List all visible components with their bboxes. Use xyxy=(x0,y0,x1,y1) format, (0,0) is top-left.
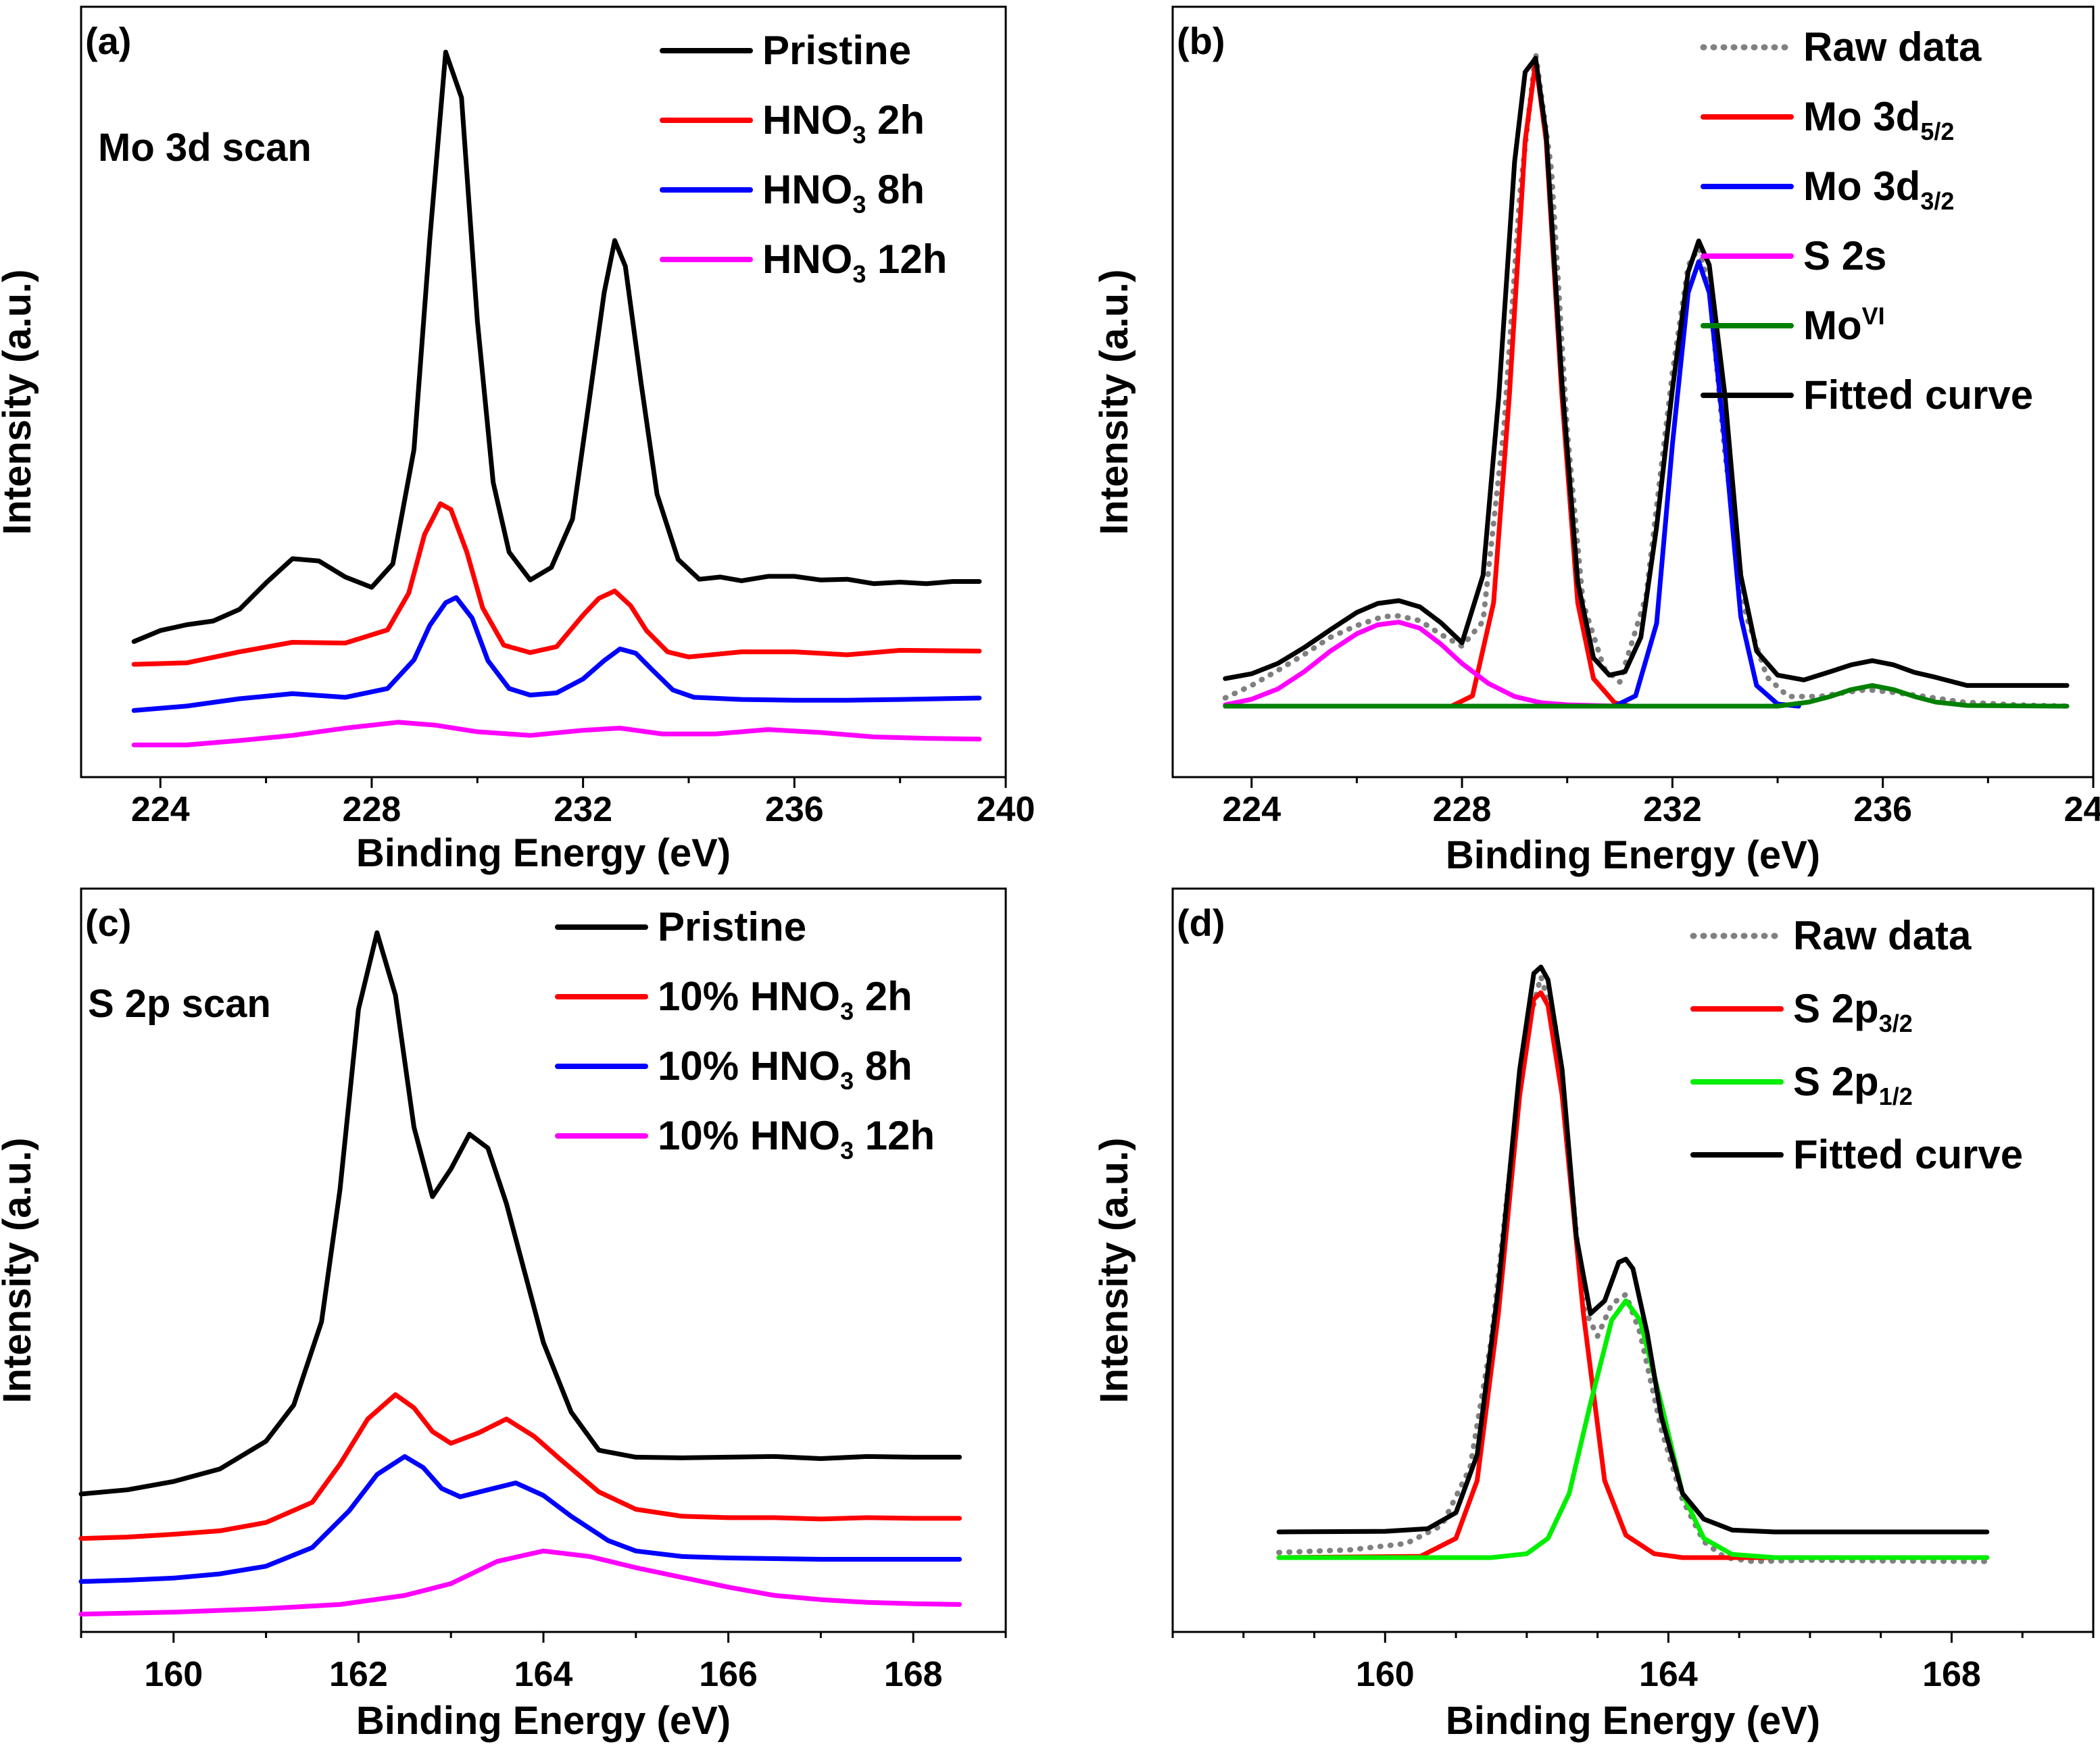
panel-label: (b) xyxy=(1177,20,1225,62)
x-tick-label: 224 xyxy=(1222,790,1281,829)
y-axis-label: Intensity (a.u.) xyxy=(0,1137,39,1403)
legend: Pristine HNO3 2h HNO3 8h HNO3 12h xyxy=(660,28,947,288)
panel-label: (a) xyxy=(85,20,131,62)
x-tick-label: 232 xyxy=(554,790,612,829)
x-tick-label: 162 xyxy=(329,1655,388,1694)
series-line-s-2s xyxy=(1223,620,1622,709)
x-tick-label: 164 xyxy=(514,1655,573,1694)
x-tick-label: 236 xyxy=(765,790,824,829)
legend: Raw data S 2p3/2 S 2p1/2 Fitted curve xyxy=(1690,913,2023,1177)
series-line-movi xyxy=(1223,683,2070,709)
panel-label: (c) xyxy=(85,901,131,944)
legend-label: HNO3 8h xyxy=(762,167,925,218)
series-line-s-2p1-2 xyxy=(1276,1298,1990,1560)
legend-label: S 2p3/2 xyxy=(1793,986,1913,1037)
legend-label: HNO3 2h xyxy=(762,97,925,149)
plot-frame xyxy=(80,5,1007,778)
legend-label: 10% HNO3 2h xyxy=(658,974,912,1025)
panel-c: 160 162 164 166 168 Binding Energy (eV) Intens… xyxy=(0,887,1007,1743)
series-line-pristine xyxy=(78,930,962,1497)
x-tick-label: 236 xyxy=(1853,790,1912,829)
x-axis-label: Binding Energy (eV) xyxy=(356,1699,731,1743)
series-line-s-2p3-2 xyxy=(1276,990,1990,1560)
series-line-fitted-curve xyxy=(1276,964,1990,1535)
x-tick-label: 240 xyxy=(977,790,1035,829)
legend-label: Raw data xyxy=(1803,24,1982,70)
legend-label: Fitted curve xyxy=(1803,372,2033,418)
x-tick-label: 160 xyxy=(144,1655,203,1694)
x-tick-label: 168 xyxy=(1922,1655,1981,1694)
x-tick-label: 166 xyxy=(699,1655,758,1694)
series-line-pristine xyxy=(131,49,982,644)
legend-label: S 2s xyxy=(1803,233,1886,278)
x-tick-label: 168 xyxy=(884,1655,943,1694)
y-axis-label: Intensity (a.u.) xyxy=(1092,1137,1136,1403)
plot-frame xyxy=(1171,887,2095,1633)
legend-label: Mo 3d3/2 xyxy=(1803,164,1954,215)
panel-d: 160 164 168 Binding Energy (eV) Intensity (a… xyxy=(1092,887,2095,1743)
x-tick-label: 232 xyxy=(1643,790,1702,829)
series-line-hno3-2h xyxy=(131,501,982,667)
legend-label: Raw data xyxy=(1793,913,1972,958)
series-line-mo-3d5-2 xyxy=(1449,59,1633,709)
legend-label: MoVI xyxy=(1803,302,1885,348)
legend-label: 10% HNO3 12h xyxy=(658,1113,935,1164)
x-axis-label: Binding Energy (eV) xyxy=(356,831,731,875)
legend: Raw data Mo 3d5/2 Mo 3d3/2 S 2s MoVI Fitted c… xyxy=(1700,24,2033,418)
panel-a: 224 228 232 236 240 Binding Energy (eV) Intens… xyxy=(0,5,1035,875)
y-axis-label: Intensity (a.u.) xyxy=(1092,269,1136,535)
x-tick-label: 228 xyxy=(343,790,401,829)
panel-annotation: Mo 3d scan xyxy=(98,126,312,170)
x-tick-label: 164 xyxy=(1639,1655,1698,1694)
x-tick-label: 240 xyxy=(2064,790,2100,829)
panel-annotation: S 2p scan xyxy=(88,982,271,1026)
x-tick-label: 228 xyxy=(1433,790,1492,829)
series-line-hno3-12h xyxy=(131,720,982,747)
legend-label: 10% HNO3 8h xyxy=(658,1043,912,1095)
plot-frame xyxy=(1171,5,2095,778)
legend-label: Pristine xyxy=(762,28,911,73)
x-tick-label: 160 xyxy=(1356,1655,1415,1694)
series-line-hno3-8h xyxy=(131,595,982,713)
y-axis-label: Intensity (a.u.) xyxy=(0,269,39,535)
legend: Pristine 10% HNO3 2h 10% HNO3 8h 10% HNO3 1… xyxy=(555,904,935,1164)
series-line-10-hno3-8h xyxy=(78,1454,962,1584)
x-axis-label: Binding Energy (eV) xyxy=(1446,1699,1820,1743)
legend-label: Pristine xyxy=(658,904,806,949)
series-line-fitted-curve xyxy=(1223,55,2070,688)
series-line-10-hno3-12h xyxy=(78,1548,962,1617)
x-tick-label: 224 xyxy=(131,790,190,829)
legend-label: Fitted curve xyxy=(1793,1132,2023,1177)
panel-b: 224 228 232 236 240 Binding Energy (eV) Intens… xyxy=(1092,5,2100,877)
series-line-mo-3d3-2 xyxy=(1612,259,1801,709)
legend-label: HNO3 12h xyxy=(762,237,947,288)
legend-label: S 2p1/2 xyxy=(1793,1059,1913,1110)
legend-label: Mo 3d5/2 xyxy=(1803,94,1954,145)
series-line-10-hno3-2h xyxy=(78,1392,962,1541)
panel-label: (d) xyxy=(1177,901,1225,944)
x-axis-label: Binding Energy (eV) xyxy=(1446,833,1820,877)
